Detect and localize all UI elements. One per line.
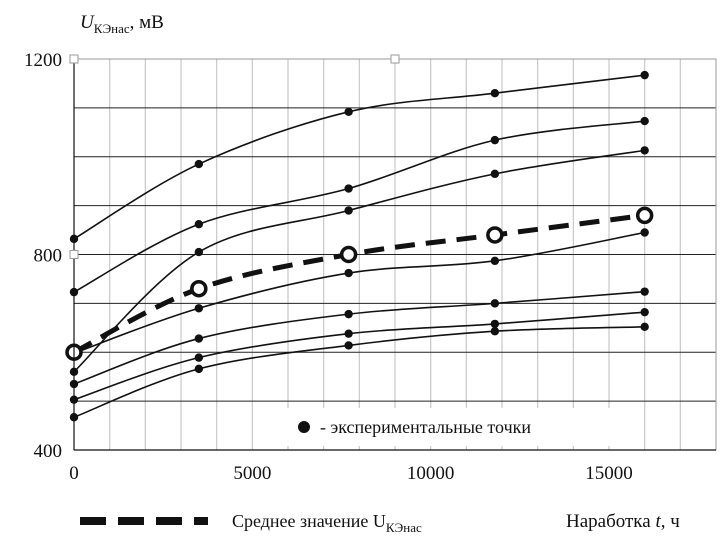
points-legend: - экспериментальные точки <box>268 408 614 446</box>
series-point <box>344 309 353 319</box>
series-point <box>640 146 649 155</box>
selection-handle <box>69 54 79 64</box>
average-legend: Среднее значение UКЭнас <box>80 511 422 535</box>
series-point <box>490 169 500 179</box>
x-axis-var: t <box>655 511 661 532</box>
series-point <box>194 353 204 362</box>
average-point <box>635 206 654 225</box>
x-axis-unit: , ч <box>661 511 681 532</box>
points-legend-box <box>268 408 614 446</box>
x-tick-labels: 0 5000 10000 15000 <box>69 463 633 484</box>
average-legend-sub: КЭнас <box>386 520 422 535</box>
points-legend-label: - экспериментальные точки <box>320 417 531 437</box>
series-point <box>490 299 500 308</box>
series-point <box>344 329 353 338</box>
series-point <box>194 159 204 169</box>
average-point <box>339 245 358 264</box>
series-point <box>490 327 500 336</box>
series-point <box>194 334 204 343</box>
series-point <box>640 307 649 317</box>
series-point <box>490 256 500 266</box>
series-point <box>490 135 500 145</box>
x-tick-label: 10000 <box>407 463 455 484</box>
x-axis-title: Наработка t, ч <box>566 511 680 532</box>
series-point <box>344 184 353 193</box>
y-axis-sub: КЭнас <box>94 21 130 36</box>
average-point <box>486 226 504 244</box>
average-line <box>65 206 654 361</box>
series-point <box>640 70 649 80</box>
x-axis-text: Наработка <box>566 511 655 532</box>
series-point <box>194 247 204 257</box>
plot-frame <box>69 54 717 451</box>
series-point <box>640 116 649 126</box>
major-grid <box>74 107 716 402</box>
x-tick-label: 0 <box>69 463 79 484</box>
series-point <box>194 364 204 374</box>
x-tick-label: 15000 <box>585 463 633 484</box>
average-legend-label: Среднее значение UКЭнас <box>232 511 422 535</box>
selection-handle <box>390 54 400 64</box>
series-point <box>640 228 649 237</box>
series-point <box>344 107 353 116</box>
average-legend-var: U <box>373 511 386 531</box>
series-point <box>490 319 500 329</box>
series-point <box>194 304 204 313</box>
series-lines <box>69 70 649 422</box>
selection-handle <box>69 250 79 259</box>
y-tick-label: 400 <box>34 441 63 462</box>
y-tick-label: 1200 <box>24 50 62 71</box>
series-point <box>344 341 353 350</box>
series-point <box>194 219 204 229</box>
series-point <box>640 287 649 296</box>
series-point <box>344 206 353 215</box>
y-tick-label: 800 <box>34 246 63 267</box>
y-tick-labels: 400 800 1200 <box>24 50 62 462</box>
y-axis-var: U <box>80 12 95 33</box>
series-point <box>344 268 353 278</box>
average-legend-text: Среднее значение <box>232 511 373 531</box>
x-tick-label: 5000 <box>233 463 271 484</box>
y-axis-title: UКЭнас, мВ <box>80 12 164 36</box>
y-axis-unit: , мВ <box>130 12 164 33</box>
plot-area <box>65 54 717 451</box>
series-point <box>490 89 500 98</box>
points-legend-marker <box>298 421 310 433</box>
average-point <box>190 279 208 298</box>
series-point <box>640 322 649 332</box>
